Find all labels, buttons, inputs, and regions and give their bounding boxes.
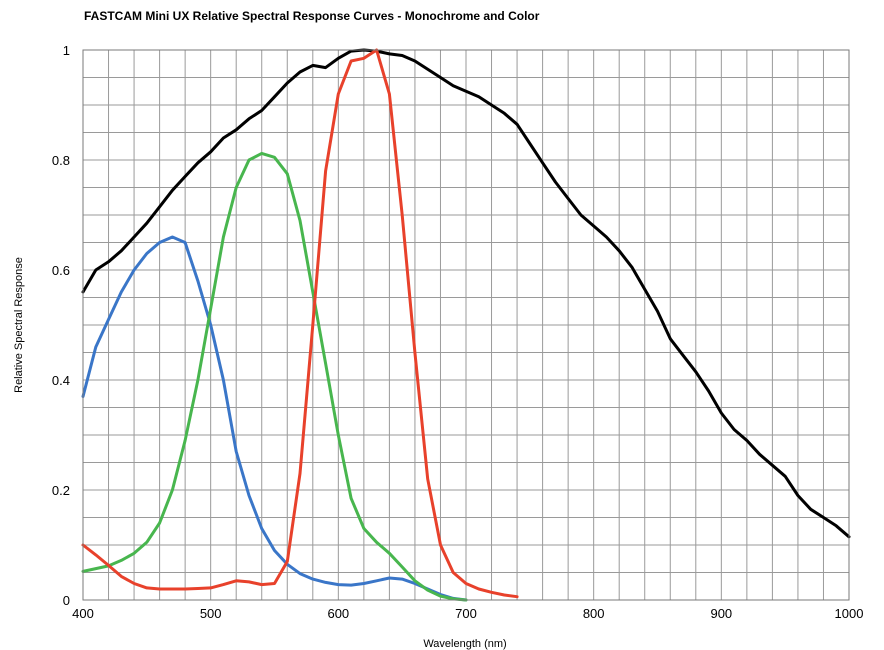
series-layer (81, 48, 851, 602)
grid (82, 49, 850, 601)
tick-labels: 400 500 600 700 800 900 1000 0 0.2 0.4 0.6 0.8 1 (52, 43, 864, 621)
x-tick-label: 400 (72, 606, 94, 621)
x-axis-label: Wavelength (nm) (423, 638, 507, 650)
x-tick-label: 800 (583, 606, 605, 621)
plot-frame (82, 49, 850, 601)
series-line-2 (81, 235, 468, 602)
series-line-4 (81, 48, 519, 599)
y-tick-label: 0.2 (52, 483, 70, 498)
x-tick-label: 500 (200, 606, 222, 621)
x-tick-label: 600 (327, 606, 349, 621)
series-line-3 (81, 151, 468, 602)
y-tick-label: 0.4 (52, 373, 70, 388)
chart-title: FASTCAM Mini UX Relative Spectral Respon… (84, 9, 540, 23)
y-tick-label: 0 (63, 593, 70, 608)
x-tick-label: 1000 (835, 606, 864, 621)
y-tick-label: 0.8 (52, 153, 70, 168)
y-tick-label: 0.6 (52, 263, 70, 278)
series-line-1 (81, 48, 851, 539)
x-tick-label: 900 (710, 606, 732, 621)
y-tick-label: 1 (63, 43, 70, 58)
x-tick-label: 700 (455, 606, 477, 621)
